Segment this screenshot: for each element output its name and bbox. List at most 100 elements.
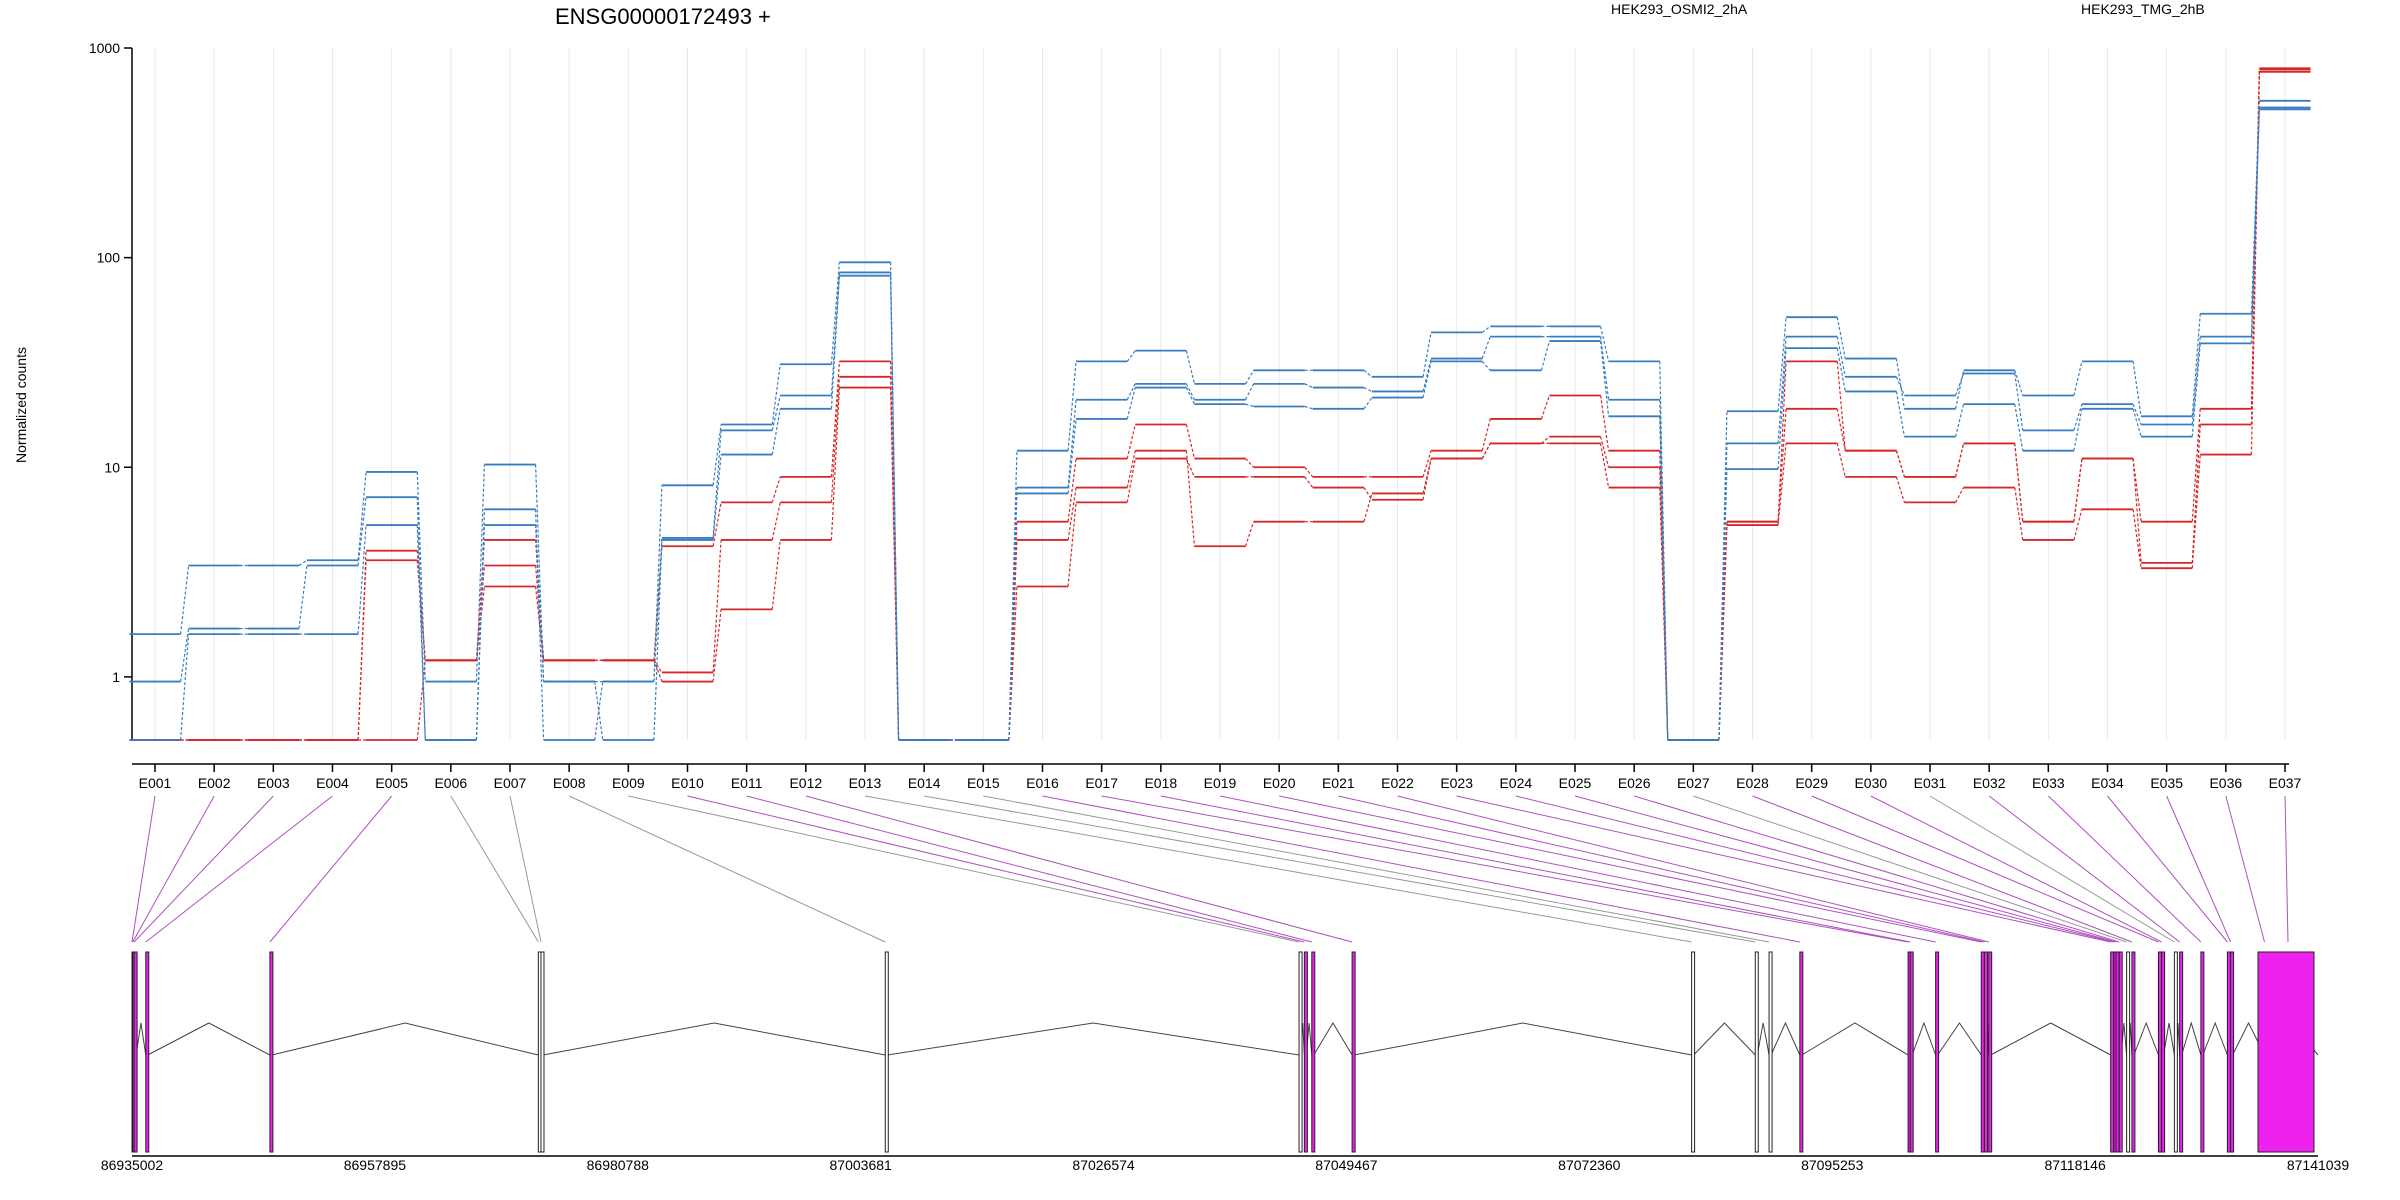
series-connector <box>2191 454 2201 569</box>
x-tick-label: E021 <box>1322 775 1355 791</box>
connector-e018 <box>1160 795 1911 943</box>
exon-box-e031 <box>2173 951 2178 1153</box>
x-tick-label: E034 <box>2091 775 2124 791</box>
series-connector <box>1599 395 1610 451</box>
connector-e001 <box>131 795 156 943</box>
series-connector <box>1185 350 1195 384</box>
x-tick-label: E025 <box>1559 775 1592 791</box>
series-connector <box>1895 476 1905 503</box>
series-connector <box>1067 502 1077 587</box>
x-tick-label: E003 <box>257 775 290 791</box>
series-connector <box>889 387 900 741</box>
x-tick-label: E016 <box>1026 775 1059 791</box>
series-6 <box>129 108 2311 741</box>
intron-line <box>542 1022 886 1056</box>
connector-e021 <box>1338 795 1985 943</box>
connector-e009 <box>628 795 1300 943</box>
series-connector <box>830 262 841 365</box>
series-connector <box>1422 358 1432 392</box>
connector-e017 <box>1101 795 1909 943</box>
series-connector <box>889 272 900 741</box>
series-connector <box>1955 373 1965 396</box>
intron-line <box>1756 1022 1770 1056</box>
series-connector <box>2132 361 2142 417</box>
exon-box-e007 <box>540 951 545 1153</box>
series-connector <box>1954 370 1965 409</box>
series-connector <box>1481 418 1491 451</box>
series-connector <box>1836 361 1846 451</box>
x-tick-label: E005 <box>375 775 408 791</box>
series-connector <box>1836 317 1846 359</box>
series-connector <box>1599 336 1610 400</box>
intron-line <box>147 1022 271 1056</box>
series-connector <box>1540 340 1550 371</box>
series-connector <box>1599 443 1610 488</box>
series-connector <box>1836 336 1846 377</box>
intron-line <box>1313 1022 1353 1056</box>
intron-line <box>2133 1021 2159 1056</box>
series-connector <box>1599 340 1610 417</box>
series-connector <box>1836 408 1846 451</box>
vertical-gridlines <box>154 48 2286 740</box>
series-connector <box>1422 332 1432 377</box>
connector-e011 <box>746 795 1312 943</box>
series-connector <box>2191 424 2201 563</box>
exon-box-e037 <box>2257 951 2315 1153</box>
chart-title: ENSG00000172493 + <box>555 4 771 29</box>
series-connector <box>771 502 781 541</box>
series-connector <box>1955 404 1965 437</box>
genomic-coordinate-label: 86980788 <box>587 1157 650 1173</box>
intron-line <box>271 1022 539 1056</box>
x-tick-label: E033 <box>2032 775 2065 791</box>
y-axis-label: Normalized counts <box>13 347 29 463</box>
series-connector <box>298 565 308 629</box>
series-connector <box>1185 387 1195 405</box>
connector-e015 <box>983 795 1770 943</box>
series-connector <box>1008 450 1018 741</box>
series-lines <box>129 67 2311 741</box>
series-connector <box>1481 360 1491 371</box>
series-connector <box>1777 348 1787 470</box>
series-connector <box>2132 458 2142 522</box>
series-connector <box>2132 408 2142 437</box>
intron-line <box>1770 1021 1801 1056</box>
series-connector <box>1836 443 1846 477</box>
series-connector <box>1541 436 1550 444</box>
connector-e022 <box>1397 795 1989 943</box>
connector-e031 <box>1929 795 2175 943</box>
intron-line <box>2163 1022 2175 1056</box>
series-connector <box>2250 71 2261 455</box>
exon-box-e023 <box>2110 951 2115 1153</box>
x-tick-label: E010 <box>671 775 704 791</box>
series-connector <box>1777 336 1787 444</box>
connector-e014 <box>924 795 1756 943</box>
connector-e034 <box>2107 795 2228 943</box>
connector-e004 <box>145 795 333 943</box>
series-connector <box>416 497 426 741</box>
connector-e025 <box>1574 795 2117 943</box>
series-connector <box>712 502 722 547</box>
series-connector <box>653 537 663 682</box>
series-connector <box>475 525 486 741</box>
x-tick-label: E036 <box>2209 775 2242 791</box>
connector-e033 <box>2047 795 2202 943</box>
series-connector <box>1126 424 1136 459</box>
series-connector <box>712 430 722 539</box>
series-connector <box>1777 317 1787 412</box>
connector-e003 <box>133 795 274 943</box>
series-connector <box>1363 397 1373 410</box>
series-connector <box>653 539 663 741</box>
series-connector <box>475 464 486 682</box>
genomic-coordinate-label: 87003681 <box>830 1157 893 1173</box>
connector-e013 <box>864 795 1692 943</box>
series-connector <box>1304 466 1314 478</box>
genomic-coordinate-label: 87141039 <box>2287 1157 2350 1173</box>
series-connector <box>1659 416 1669 741</box>
series-connector <box>1185 458 1195 478</box>
series-connector <box>1126 458 1136 503</box>
series-connector <box>2014 404 2024 451</box>
legend-entry-tmg: HEK293_TMG_2hB <box>2081 1 2205 17</box>
exon-box-e028 <box>2131 951 2136 1153</box>
connector-e002 <box>132 795 215 943</box>
exon-box-e020 <box>1980 951 1985 1153</box>
